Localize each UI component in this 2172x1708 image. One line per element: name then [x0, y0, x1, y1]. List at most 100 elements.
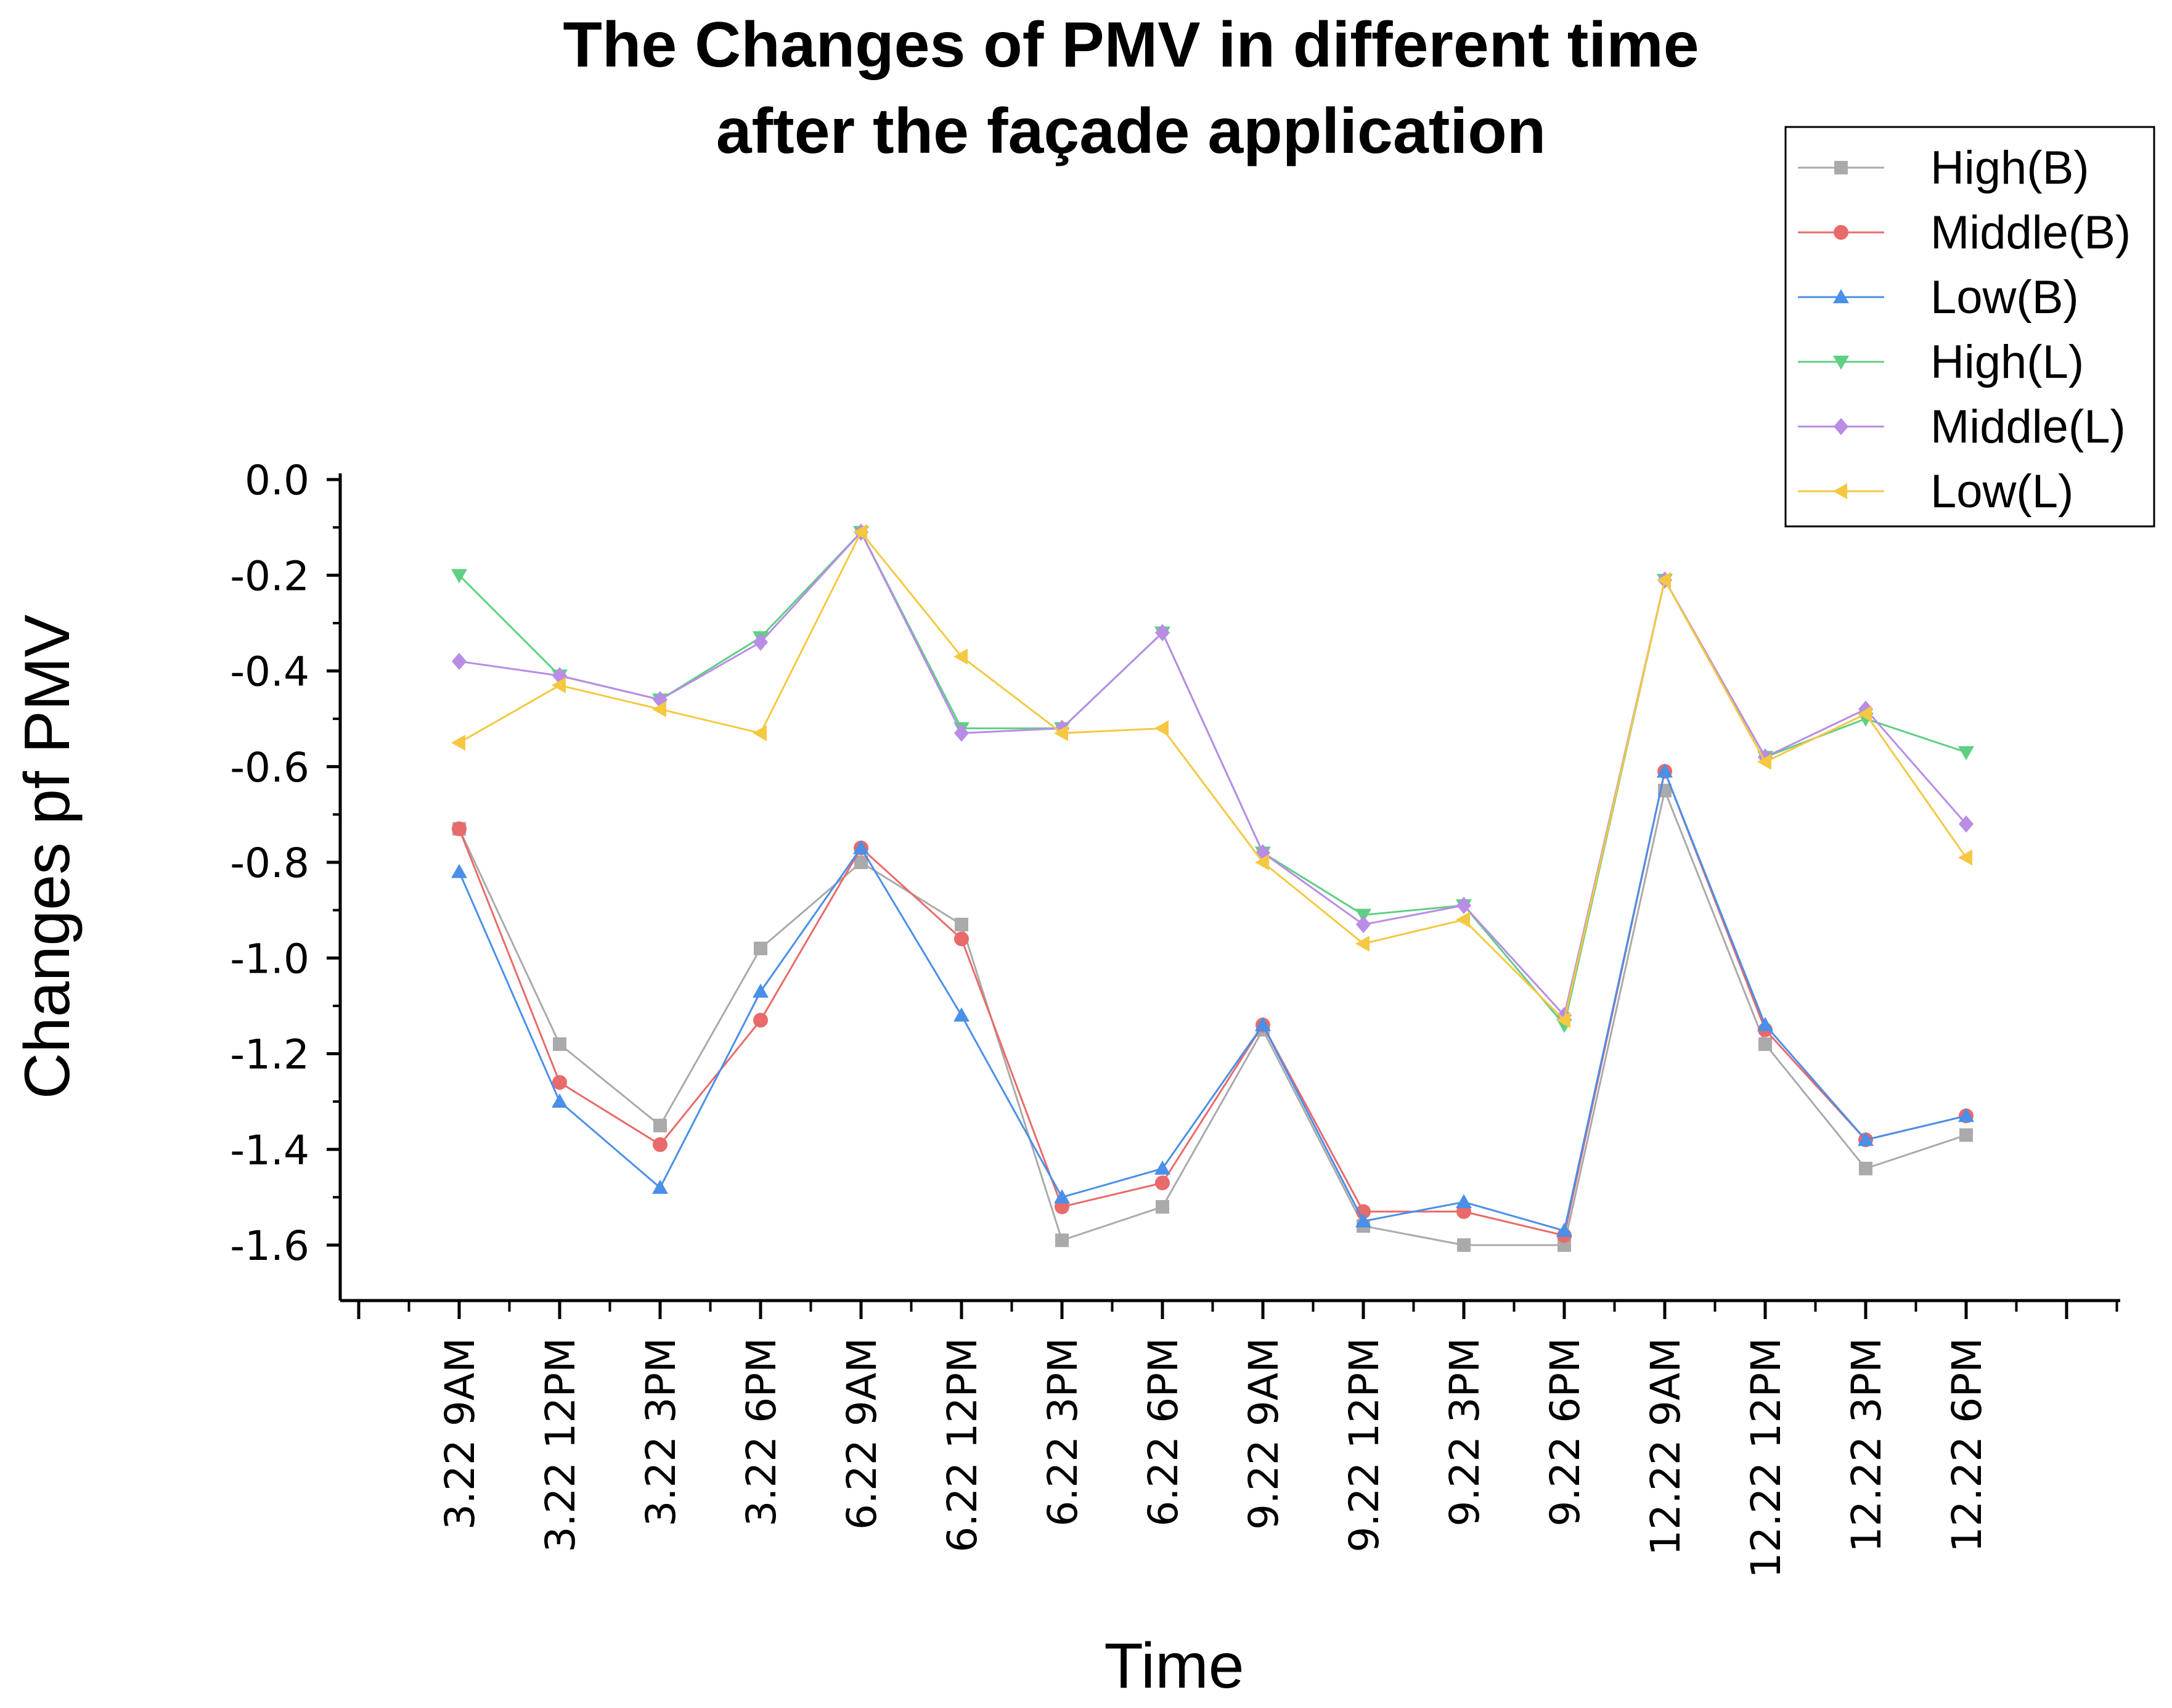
- x-tick-label: 9.22 12PM: [1341, 1338, 1388, 1553]
- data-point-low-l: [652, 701, 666, 717]
- data-point-low-l: [552, 677, 566, 693]
- data-point-low-l: [1757, 753, 1771, 770]
- data-point-low-l: [1657, 572, 1671, 589]
- x-tick-label: 12.22 6PM: [1943, 1338, 1991, 1553]
- y-axis-label: Changes pf PMV: [12, 615, 83, 1099]
- data-point-high-b: [1457, 1238, 1471, 1252]
- legend-label: Low(L): [1930, 465, 2073, 518]
- data-point-low-b: [1154, 1160, 1170, 1175]
- data-point-high-b: [1156, 1199, 1169, 1214]
- x-tick-label: 3.22 12PM: [537, 1338, 584, 1553]
- data-point-low-l: [1255, 854, 1269, 870]
- data-point-low-b: [953, 1007, 970, 1022]
- data-point-middle-b: [753, 1013, 768, 1028]
- data-point-high-l: [451, 569, 467, 584]
- data-point-low-l: [853, 524, 867, 541]
- data-point-low-l: [753, 725, 767, 742]
- data-point-middle-l: [452, 652, 467, 670]
- x-axis-label: Time: [1104, 1630, 1244, 1702]
- data-point-low-b: [1958, 1108, 1974, 1122]
- legend-label: Low(B): [1930, 271, 2079, 324]
- data-point-low-b: [1456, 1194, 1472, 1209]
- data-point-middle-b: [552, 1075, 567, 1090]
- series-low-l: [451, 524, 1972, 1029]
- x-tick-label: 6.22 9AM: [838, 1338, 886, 1530]
- series-line-high-l: [458, 530, 1967, 1028]
- data-point-middle-b: [1155, 1175, 1170, 1191]
- data-point-low-b: [1355, 1213, 1371, 1228]
- data-point-low-b: [552, 1093, 568, 1108]
- data-point-low-l: [953, 648, 968, 665]
- data-point-middle-l: [954, 724, 969, 742]
- data-point-low-l: [1355, 935, 1370, 952]
- data-point-middle-l: [753, 633, 768, 651]
- x-tick-label: 6.22 12PM: [939, 1338, 986, 1553]
- data-point-high-b: [1055, 1233, 1069, 1248]
- data-point-low-l: [451, 734, 465, 751]
- series-lines: [451, 523, 1974, 1252]
- data-point-middle-l: [1959, 815, 1974, 833]
- legend-marker: [1834, 418, 1848, 435]
- data-point-low-b: [1556, 1222, 1572, 1237]
- series-line-high-b: [458, 787, 1967, 1246]
- legend-marker: [1834, 225, 1848, 240]
- x-tick-label: 12.22 3PM: [1843, 1338, 1890, 1553]
- series-middle-b: [452, 764, 1974, 1243]
- x-tick-label: 6.22 3PM: [1039, 1338, 1087, 1527]
- data-point-low-b: [652, 1179, 668, 1194]
- legend-label: High(L): [1930, 336, 2084, 388]
- x-tick-label: 3.22 3PM: [637, 1338, 685, 1527]
- data-point-high-b: [1859, 1161, 1872, 1175]
- legend-marker: [1834, 161, 1848, 174]
- chart-title-line-2: after the façade application: [716, 96, 1546, 167]
- data-point-low-b: [853, 840, 869, 854]
- data-point-high-b: [1959, 1128, 1973, 1142]
- series-middle-l: [452, 523, 1974, 1024]
- data-point-low-b: [1054, 1189, 1070, 1204]
- series-line-low-b: [458, 768, 1967, 1232]
- legend-marker: [1833, 356, 1849, 370]
- series-high-b: [452, 783, 1973, 1252]
- y-tick-label: -1.2: [230, 1031, 309, 1079]
- x-tick-label: 12.22 9AM: [1642, 1338, 1689, 1556]
- data-point-middle-l: [1356, 915, 1371, 933]
- x-tick-label: 6.22 6PM: [1140, 1338, 1187, 1527]
- x-tick-label: 9.22 9AM: [1240, 1338, 1288, 1530]
- data-point-low-b: [1255, 1016, 1271, 1031]
- series-low-b: [451, 763, 1974, 1237]
- data-point-low-l: [1958, 849, 1972, 866]
- y-tick-label: -0.8: [230, 840, 309, 887]
- data-point-middle-b: [954, 931, 969, 947]
- data-point-middle-l: [1155, 624, 1170, 642]
- x-tick-label: 3.22 6PM: [738, 1338, 785, 1527]
- data-point-middle-b: [653, 1137, 668, 1152]
- series-line-middle-b: [458, 768, 1967, 1237]
- y-tick-label: -0.6: [230, 744, 309, 791]
- x-tick-label: 12.22 12PM: [1742, 1338, 1790, 1579]
- legend-label: Middle(L): [1930, 401, 2126, 453]
- data-point-low-b: [1757, 1016, 1773, 1031]
- data-point-low-b: [451, 864, 467, 878]
- series-high-l: [451, 526, 1974, 1033]
- legend-label: High(B): [1930, 142, 2089, 194]
- legend-label: Middle(B): [1930, 206, 2131, 259]
- data-point-high-b: [754, 941, 767, 955]
- x-tick-label: 3.22 9AM: [436, 1338, 484, 1530]
- series-line-middle-l: [459, 530, 1967, 1018]
- data-point-low-l: [1556, 1012, 1570, 1029]
- data-point-high-b: [854, 856, 868, 869]
- x-tick-label: 9.22 6PM: [1541, 1338, 1589, 1527]
- data-point-high-b: [553, 1037, 566, 1051]
- data-point-middle-b: [452, 821, 467, 836]
- x-tick-label: 9.22 3PM: [1441, 1338, 1488, 1527]
- legend-box: [1784, 126, 2155, 528]
- data-point-low-l: [1054, 725, 1068, 742]
- legend-marker: [1833, 289, 1849, 303]
- y-tick-label: -0.4: [230, 648, 309, 696]
- data-point-middle-l: [1456, 896, 1471, 914]
- y-tick-label: -1.4: [230, 1127, 309, 1174]
- data-point-high-b: [1758, 1037, 1772, 1051]
- chart-title-line-1: The Changes of PMV in different time: [563, 9, 1699, 81]
- data-point-low-l: [1456, 912, 1470, 928]
